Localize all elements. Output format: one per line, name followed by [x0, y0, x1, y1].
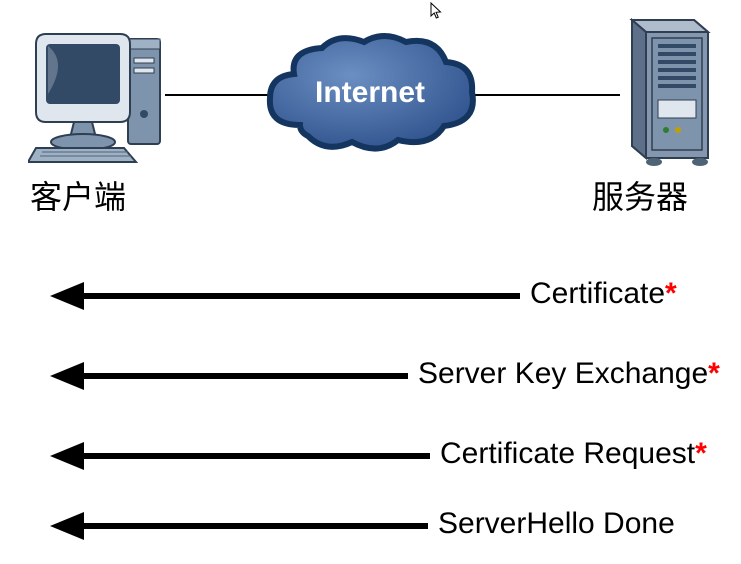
message-text: Certificate Request — [440, 437, 695, 470]
arrow-head-left-icon — [50, 442, 84, 470]
message-row: Server Key Exchange* — [0, 361, 741, 395]
arrow-left — [52, 281, 520, 311]
asterisk-icon: * — [695, 437, 707, 470]
message-text: Server Key Exchange — [418, 357, 708, 390]
message-text: ServerHello Done — [438, 507, 675, 540]
message-label: Certificate* — [530, 277, 677, 311]
internet-cloud-icon: Internet — [260, 30, 480, 160]
arrow-left — [52, 441, 430, 471]
arrow-head-left-icon — [50, 362, 84, 390]
client-icon — [28, 14, 178, 164]
arrow-left — [52, 511, 428, 541]
message-label: Certificate Request* — [440, 437, 707, 471]
diagram-canvas: 客户端 Internet — [0, 0, 741, 564]
message-row: Certificate* — [0, 281, 741, 315]
asterisk-icon: * — [665, 277, 677, 310]
asterisk-icon: * — [708, 357, 720, 390]
message-label: ServerHello Done — [438, 507, 675, 541]
message-text: Certificate — [530, 277, 665, 310]
arrow-left — [52, 361, 408, 391]
server-icon — [608, 8, 718, 168]
message-row: ServerHello Done — [0, 511, 741, 545]
message-label: Server Key Exchange* — [418, 357, 720, 391]
arrow-head-left-icon — [50, 512, 84, 540]
client-label: 客户端 — [30, 180, 126, 215]
internet-cloud-label: Internet — [260, 76, 480, 110]
arrow-head-left-icon — [50, 282, 84, 310]
message-row: Certificate Request* — [0, 441, 741, 475]
server-label: 服务器 — [592, 180, 688, 215]
cursor-icon — [430, 2, 444, 25]
